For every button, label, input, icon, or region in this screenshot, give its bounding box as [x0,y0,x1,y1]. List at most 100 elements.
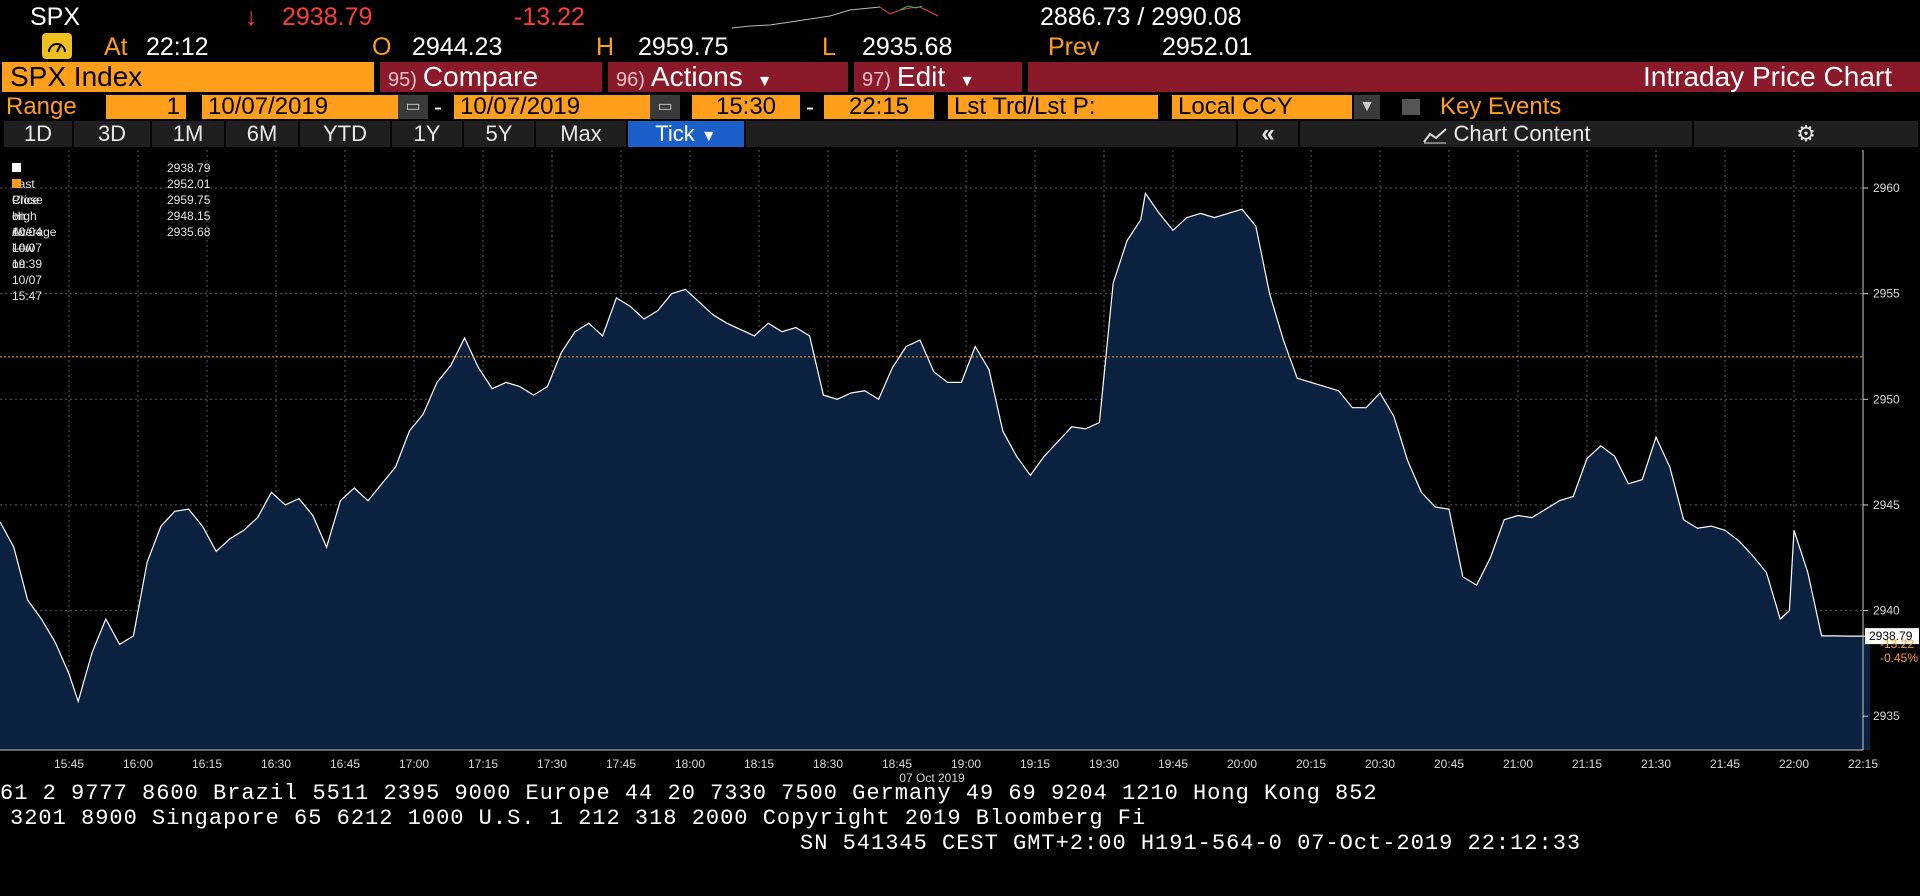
x-tick-label: 21:45 [1710,757,1740,771]
at-time: 22:12 [146,33,209,61]
gauge-icon[interactable] [42,33,72,59]
currency-dropdown-icon[interactable]: ▼ [1354,95,1380,119]
day-range: 2886.73 / 2990.08 [1040,3,1242,31]
change-pct-label: -0.45% [1880,651,1918,665]
low-label: L [822,33,836,61]
start-date-input[interactable]: 10/07/2019 [202,95,398,119]
tab-1d[interactable]: 1D [4,121,72,147]
edit-dropdown-icon: ▼ [959,73,975,90]
last-price-marker-label: 2938.79 [1869,629,1913,643]
x-tick-label: 21:15 [1572,757,1602,771]
range-label: Range [6,93,77,120]
high-label: H [596,33,615,61]
x-tick-label: 16:15 [192,757,222,771]
legend-close-swatch [12,179,21,188]
x-tick-label: 19:30 [1089,757,1119,771]
y-tick-label: 2960 [1873,181,1900,195]
x-tick-label: 21:30 [1641,757,1671,771]
compare-button[interactable]: 95) Compare [380,62,602,92]
tab-6m[interactable]: 6M [226,121,298,147]
chart-content-button[interactable]: Chart Content [1300,121,1692,147]
date-dash: - [434,94,442,121]
legend-average-icon: + [12,209,20,223]
x-tick-label: 18:45 [882,757,912,771]
sparkline-prior [731,6,881,29]
price-line [0,191,1870,704]
x-tick-label: 20:00 [1227,757,1257,771]
tab-1m[interactable]: 1M [152,121,224,147]
x-tick-label: 17:45 [606,757,636,771]
x-tick-label: 16:30 [261,757,291,771]
legend-last-value: 2938.79 [167,161,211,175]
compare-label: Compare [422,61,539,92]
legend-close-value: 2952.01 [167,177,211,191]
open-label: O [372,33,392,61]
gear-icon[interactable]: ⚙ [1694,121,1918,147]
range-period[interactable]: 1 [106,95,186,119]
at-label: At [104,33,128,61]
ticker-line-3: SN 541345 CEST GMT+2:00 H191-564-0 07-Oc… [800,831,1582,856]
ticker-line-1: 61 2 9777 8600 Brazil 5511 2395 9000 Eur… [0,781,1378,806]
currency-selector[interactable]: Local CCY [1172,95,1352,119]
x-date-label: 07 Oct 2019 [899,771,965,785]
prev-value: 2952.01 [1162,33,1253,61]
x-tick-label: 17:30 [537,757,567,771]
legend-close-label: Close on 10/04 ---- [12,193,43,255]
start-time-input[interactable]: 15:30 [692,95,800,119]
last-price: 2938.79 [282,3,373,31]
legend-low-icon: ⊥ [12,225,23,239]
x-tick-label: 16:00 [123,757,153,771]
key-events-checkbox[interactable] [1402,99,1420,115]
x-tick-label: 20:15 [1296,757,1326,771]
security-field[interactable]: SPX Index [2,62,374,92]
y-tick-label: 2945 [1873,498,1900,512]
y-tick-labels: 2935 2940 2945 2950 2955 2960 [1863,181,1900,723]
tab-tick[interactable]: Tick ▼ [628,121,744,147]
actions-button[interactable]: 96) Actions ▼ [608,62,848,92]
x-tick-label: 19:15 [1020,757,1050,771]
open-value: 2944.23 [412,33,503,61]
y-tick-label: 2940 [1873,604,1900,618]
change-label: -13.22 [1880,637,1914,651]
x-tick-label: 18:00 [675,757,705,771]
high-value: 2959.75 [638,33,729,61]
edit-button[interactable]: 97) Edit ▼ [854,62,1022,92]
field-selector[interactable]: Lst Trd/Lst P: [948,95,1158,119]
y-tick-label: 2950 [1873,392,1900,406]
last-price-marker [1865,628,1919,645]
end-date-input[interactable]: 10/07/2019 [454,95,650,119]
x-tick-label: 20:30 [1365,757,1395,771]
compare-number: 95) [388,69,417,91]
y-tick-label: 2955 [1873,287,1900,301]
end-calendar-icon[interactable]: ▭ [650,95,680,119]
x-tick-label: 17:15 [468,757,498,771]
tab-spacer [746,121,1236,147]
tick-dropdown-icon: ▼ [700,128,717,145]
x-tick-label: 19:00 [951,757,981,771]
collapse-icon[interactable]: « [1238,121,1298,147]
tab-5y[interactable]: 5Y [464,121,534,147]
x-tick-label: 18:30 [813,757,843,771]
down-arrow-icon: ↓ [245,3,258,31]
legend-high-label: High on 10/07 19:39 [12,209,43,271]
function-bar: SPX Index 95) Compare 96) Actions ▼ 97) Edit… [0,62,1920,92]
legend-average-value: 2948.15 [167,209,211,223]
x-tick-label: 17:00 [399,757,429,771]
edit-label: Edit [896,61,946,92]
low-value: 2935.68 [862,33,953,61]
tab-1y[interactable]: 1Y [392,121,462,147]
net-change: -13.22 [514,3,585,31]
actions-number: 96) [616,69,645,91]
edit-number: 97) [862,69,891,91]
tab-ytd[interactable]: YTD [300,121,390,147]
x-tick-label: 19:45 [1158,757,1188,771]
tab-max[interactable]: Max [536,121,626,147]
tab-3d[interactable]: 3D [74,121,150,147]
y-tick-label: 2935 [1873,709,1900,723]
ticker-symbol: SPX [30,3,81,31]
chart-title: Intraday Price Chart [1028,62,1920,92]
end-time-input[interactable]: 22:15 [824,95,934,119]
legend-low-label: Low on 10/07 15:47 [12,241,43,303]
start-calendar-icon[interactable]: ▭ [398,95,428,119]
price-chart: 15:45 16:00 16:15 16:30 16:45 17:00 17:15 17:30… [0,150,1919,785]
